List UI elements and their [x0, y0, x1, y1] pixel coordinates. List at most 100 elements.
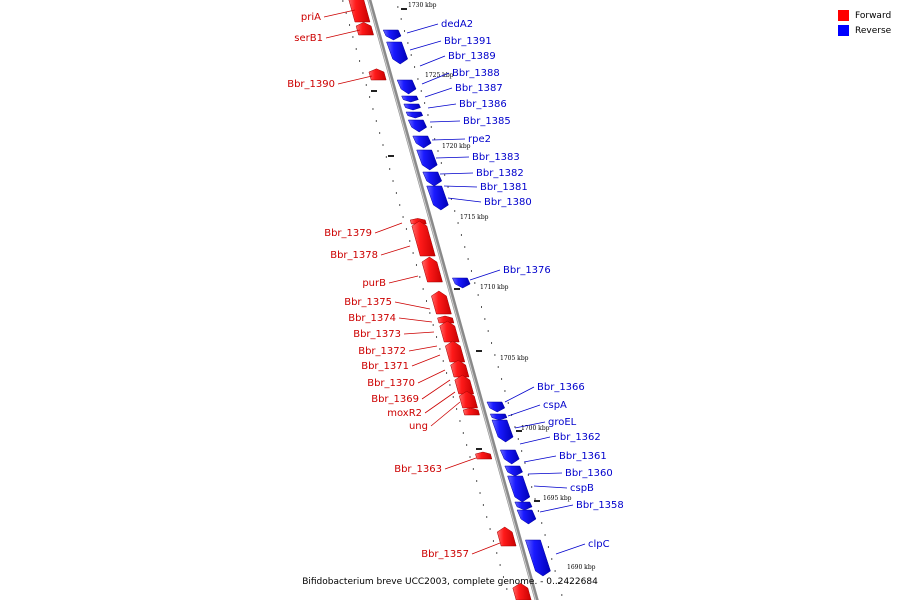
forward-gene-label[interactable]: Bbr_1375	[344, 297, 392, 308]
reverse-gene[interactable]	[507, 475, 531, 503]
reverse-gene[interactable]	[516, 509, 537, 525]
forward-gene[interactable]	[454, 374, 475, 395]
forward-gene-label[interactable]: purB	[362, 278, 386, 289]
reverse-gene[interactable]	[514, 501, 533, 511]
reverse-gene[interactable]	[489, 413, 508, 421]
guide-dot	[501, 378, 503, 380]
guide-dot	[405, 228, 407, 230]
forward-gene-label[interactable]: Bbr_1369	[371, 394, 419, 405]
guide-dot	[482, 504, 484, 506]
reverse-gene[interactable]	[407, 119, 427, 133]
forward-gene[interactable]	[431, 290, 452, 315]
reverse-gene-label[interactable]: Bbr_1386	[459, 99, 507, 110]
forward-gene[interactable]	[368, 68, 387, 81]
forward-gene-label[interactable]: ung	[409, 421, 428, 432]
forward-gene-label[interactable]: moxR2	[387, 408, 422, 419]
reverse-gene-label[interactable]: dedA2	[441, 19, 473, 30]
reverse-gene[interactable]	[422, 171, 443, 187]
reverse-gene-label[interactable]: Bbr_1388	[452, 68, 500, 79]
guide-dot	[447, 186, 449, 188]
guide-dot	[359, 60, 361, 62]
reverse-gene[interactable]	[499, 449, 520, 465]
guide-dot	[404, 30, 406, 32]
forward-gene[interactable]	[348, 0, 371, 23]
reverse-gene-label[interactable]: Bbr_1391	[444, 36, 492, 47]
reverse-gene[interactable]	[416, 149, 438, 171]
leader-line	[417, 369, 446, 384]
forward-gene[interactable]	[439, 320, 460, 343]
leader-line	[427, 103, 457, 109]
guide-dot	[469, 456, 471, 458]
reverse-gene[interactable]	[405, 111, 424, 119]
reverse-gene[interactable]	[491, 419, 514, 443]
guide-dot	[534, 498, 536, 500]
reverse-gene-label[interactable]: Bbr_1362	[553, 432, 601, 443]
forward-gene[interactable]	[421, 256, 443, 283]
legend-reverse[interactable]: Reverse	[838, 23, 891, 38]
forward-gene[interactable]	[355, 22, 374, 36]
guide-dot	[434, 138, 436, 140]
forward-gene-label[interactable]: Bbr_1379	[324, 228, 372, 239]
reverse-gene[interactable]	[401, 95, 419, 103]
guide-dot	[399, 204, 401, 206]
reverse-gene-label[interactable]: rpe2	[468, 134, 491, 145]
tick-label: 1695 kbp	[543, 495, 572, 502]
tick-label: 1690 kbp	[567, 564, 596, 571]
guide-dot	[442, 360, 444, 362]
reverse-gene-label[interactable]: Bbr_1360	[565, 468, 613, 479]
reverse-gene-label[interactable]: Bbr_1380	[484, 197, 532, 208]
reverse-gene-label[interactable]: Bbr_1387	[455, 83, 503, 94]
leader-line	[435, 156, 470, 159]
forward-gene[interactable]	[512, 582, 532, 600]
reverse-gene[interactable]	[403, 103, 421, 111]
reverse-gene[interactable]	[486, 401, 506, 413]
reverse-gene[interactable]	[386, 41, 408, 65]
tick-label: 1700 kbp	[521, 425, 550, 432]
forward-gene-label[interactable]: Bbr_1357	[421, 549, 469, 560]
forward-gene[interactable]	[462, 407, 480, 416]
reverse-gene-label[interactable]: Bbr_1389	[448, 51, 496, 62]
forward-gene-label[interactable]: Bbr_1370	[367, 378, 415, 389]
reverse-gene-label[interactable]: Bbr_1358	[576, 500, 624, 511]
reverse-gene-label[interactable]: Bbr_1366	[537, 382, 585, 393]
leader-line	[408, 345, 438, 352]
leader-line	[421, 379, 451, 400]
reverse-gene-label[interactable]: Bbr_1382	[476, 168, 524, 179]
forward-gene-label[interactable]: Bbr_1374	[348, 313, 396, 324]
reverse-gene[interactable]	[426, 185, 449, 211]
forward-gene[interactable]	[445, 340, 466, 363]
forward-gene[interactable]	[475, 451, 493, 460]
forward-gene[interactable]	[450, 359, 470, 378]
forward-gene[interactable]	[411, 220, 436, 257]
reverse-gene-label[interactable]: groEL	[548, 417, 577, 428]
leader-line	[398, 317, 433, 323]
reverse-gene[interactable]	[396, 79, 417, 95]
reverse-gene-label[interactable]: Bbr_1383	[472, 152, 520, 163]
reverse-gene[interactable]	[382, 29, 402, 41]
forward-gene-label[interactable]: Bbr_1372	[358, 346, 406, 357]
guide-dot	[477, 294, 479, 296]
reverse-gene[interactable]	[451, 277, 471, 289]
legend-forward[interactable]: Forward	[838, 8, 891, 23]
forward-gene[interactable]	[496, 526, 517, 547]
guide-dot	[395, 192, 397, 194]
tick-dash	[401, 8, 407, 10]
reverse-gene[interactable]	[504, 465, 523, 477]
forward-gene-label[interactable]: Bbr_1390	[287, 79, 335, 90]
forward-gene-label[interactable]: Bbr_1363	[394, 464, 442, 475]
reverse-gene-label[interactable]: Bbr_1385	[463, 116, 511, 127]
reverse-gene[interactable]	[412, 135, 432, 149]
forward-gene-label[interactable]: Bbr_1371	[361, 361, 409, 372]
forward-gene-label[interactable]: priA	[301, 12, 321, 23]
reverse-gene-label[interactable]: Bbr_1381	[480, 182, 528, 193]
reverse-gene-label[interactable]: Bbr_1361	[559, 451, 607, 462]
reverse-gene-label[interactable]: cspB	[570, 483, 594, 494]
guide-dot	[479, 492, 481, 494]
reverse-gene-label[interactable]: Bbr_1376	[503, 265, 551, 276]
reverse-gene[interactable]	[525, 539, 551, 577]
forward-gene-label[interactable]: Bbr_1373	[353, 329, 401, 340]
reverse-gene-label[interactable]: cspA	[543, 400, 567, 411]
forward-gene-label[interactable]: Bbr_1378	[330, 250, 378, 261]
forward-gene-label[interactable]: serB1	[294, 33, 323, 44]
reverse-gene-label[interactable]: clpC	[588, 539, 610, 550]
